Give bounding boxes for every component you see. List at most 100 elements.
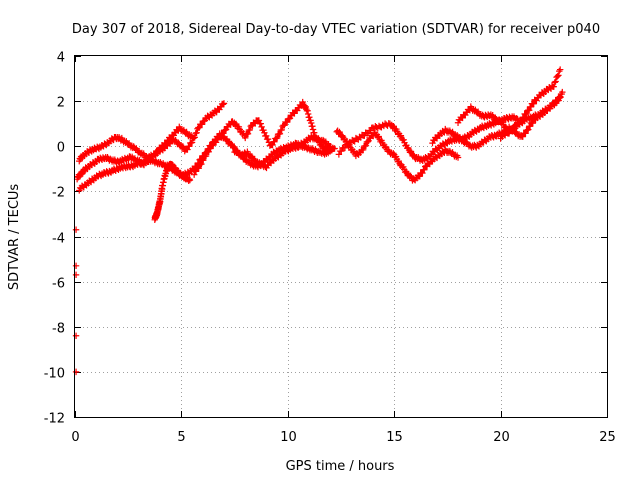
data-point	[187, 139, 195, 147]
data-point	[72, 262, 80, 270]
data-point	[219, 101, 227, 108]
y-tick-label: -6	[52, 277, 65, 292]
data-point	[72, 271, 80, 279]
data-point	[220, 130, 227, 137]
data-point	[526, 123, 534, 130]
data-point	[364, 138, 371, 145]
data-point	[186, 175, 193, 183]
data-point	[271, 138, 278, 145]
data-point	[242, 134, 249, 142]
data-point	[525, 126, 532, 133]
data-point	[217, 133, 224, 140]
y-tick-label: -8	[52, 322, 65, 337]
data-point	[367, 127, 374, 135]
data-point	[184, 146, 191, 153]
data-point	[257, 120, 264, 127]
data-point	[278, 126, 285, 134]
data-point	[362, 142, 370, 149]
y-tick-label: -2	[52, 186, 65, 201]
y-tick-label: -12	[44, 412, 65, 427]
data-point	[192, 168, 200, 175]
series-satellite-track-4	[151, 160, 194, 224]
series-satellite-track-6	[231, 132, 334, 172]
x-tick-label: 20	[493, 430, 510, 445]
series-satellite-track-11	[497, 88, 566, 142]
data-point	[550, 83, 557, 90]
y-tick-label: 0	[57, 141, 65, 156]
data-point	[198, 121, 206, 128]
data-point	[527, 103, 535, 111]
data-point	[264, 135, 272, 143]
data-point	[200, 156, 207, 164]
series-isolated-points	[72, 226, 80, 376]
data-point	[308, 119, 315, 127]
data-point	[273, 134, 281, 142]
data-point	[341, 144, 349, 152]
x-tick-label: 5	[177, 430, 185, 445]
data-point	[196, 124, 203, 131]
data-point	[519, 133, 526, 140]
y-tick-label: -4	[52, 232, 65, 247]
data-point	[416, 173, 423, 180]
data-point	[221, 126, 229, 134]
data-point	[370, 132, 377, 140]
y-tick-label: -10	[44, 367, 65, 382]
x-axis-label: GPS time / hours	[286, 459, 395, 474]
data-point	[281, 122, 288, 129]
x-tick-label: 10	[280, 430, 297, 445]
data-point	[559, 88, 566, 96]
data-point	[421, 166, 428, 174]
data-point	[276, 130, 284, 137]
data-point	[188, 139, 196, 146]
y-tick-label: 2	[57, 96, 65, 111]
data-point	[359, 146, 367, 154]
data-point	[459, 114, 466, 122]
data-point	[209, 142, 216, 149]
plot-frame	[74, 55, 608, 418]
data-point	[513, 114, 520, 122]
data-point	[202, 152, 210, 160]
data-point	[190, 171, 198, 178]
data-point	[283, 118, 291, 126]
data-point	[72, 332, 80, 339]
data-point	[454, 154, 462, 161]
data-point	[400, 136, 407, 143]
data-point	[205, 148, 212, 155]
data-point	[72, 368, 80, 376]
data-point	[244, 130, 252, 137]
data-point	[419, 169, 426, 177]
data-point	[525, 107, 533, 114]
series-satellite-track-7	[333, 127, 462, 184]
data-point	[269, 141, 276, 149]
data-point	[331, 145, 338, 152]
data-point	[273, 135, 280, 142]
data-point	[551, 79, 558, 86]
data-points	[72, 66, 566, 376]
data-point	[557, 94, 564, 101]
data-point	[390, 150, 397, 157]
x-tick-label: 15	[386, 430, 403, 445]
chart-title: Day 307 of 2018, Sidereal Day-to-day VTE…	[72, 22, 600, 37]
data-point	[524, 126, 531, 134]
series-satellite-track-5	[190, 98, 338, 178]
x-tick-label: 25	[599, 430, 616, 445]
series-satellite-track-2	[76, 100, 228, 165]
data-point	[285, 115, 293, 123]
data-point	[191, 134, 198, 141]
data-point	[186, 176, 194, 184]
data-point	[220, 100, 228, 107]
data-point	[555, 72, 562, 79]
data-point	[291, 110, 298, 117]
data-point	[327, 143, 334, 150]
data-point	[522, 130, 529, 137]
y-tick-label: 4	[57, 51, 65, 66]
data-point	[246, 126, 253, 134]
data-point	[207, 145, 214, 152]
data-point	[214, 136, 222, 144]
data-point	[306, 114, 313, 121]
data-point	[186, 143, 193, 150]
data-point	[556, 66, 564, 73]
y-axis-label: SDTVAR / TECUs	[7, 184, 22, 291]
data-point	[309, 126, 317, 133]
